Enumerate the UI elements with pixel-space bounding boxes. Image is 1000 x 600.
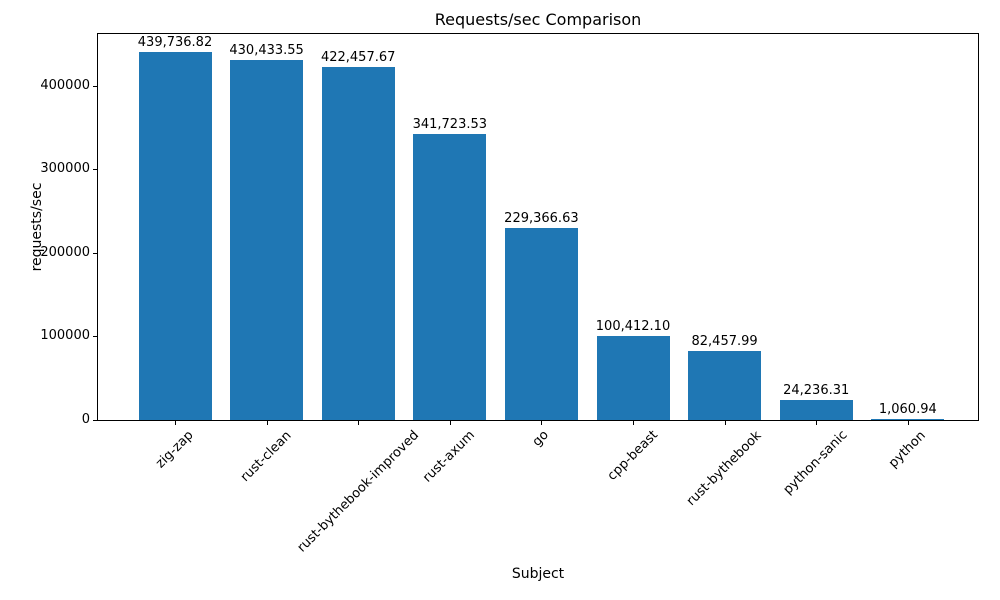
y-tick-mark [93,253,97,254]
x-tick-mark [725,421,726,425]
x-tick-label: cpp-beast [604,427,661,485]
y-tick-label: 100000 [40,328,90,343]
x-tick-mark [816,421,817,425]
bar-go [504,228,578,420]
bar-rust-clean [230,60,304,420]
bar-value-label: 1,060.94 [878,402,937,417]
bar-value-label: 422,457.67 [320,49,396,65]
bar-value-label: 341,723.53 [412,117,488,133]
x-tick-label: rust-bythebook [683,427,765,509]
y-tick-label: 200000 [40,245,90,260]
bar-value-label: 439,736.82 [137,35,213,51]
x-tick-label: python-sanic [780,428,851,498]
y-tick-label: 300000 [40,161,90,176]
y-tick-label: 0 [81,412,90,427]
bar-rust-bythebook [688,351,762,420]
y-tick-mark [93,336,97,337]
bar-value-label: 100,412.10 [595,319,671,335]
bar-rust-axum [413,134,487,420]
x-tick-label: zig-zap [153,427,197,472]
x-tick-mark [633,421,634,425]
bar-rust-bythebook-improved [321,66,395,420]
chart-title: Requests/sec Comparison [434,10,642,29]
y-tick-label: 400000 [40,78,90,93]
bar-zig-zap [138,52,212,420]
y-tick-mark [93,169,97,170]
bar-value-label: 24,236.31 [783,382,850,398]
bar-value-label: 82,457.99 [691,334,758,350]
x-tick-mark [175,421,176,425]
x-tick-mark [450,421,451,425]
y-tick-mark [93,86,97,87]
x-tick-mark [541,421,542,425]
bar-cpp-beast [596,336,670,420]
x-tick-mark [358,421,359,425]
x-tick-label: rust-axum [420,428,479,486]
x-tick-label: rust-clean [237,427,295,485]
x-tick-mark [267,421,268,425]
y-tick-mark [93,420,97,421]
bar-value-label: 430,433.55 [229,43,304,59]
x-tick-label: rust-bythebook-improved [294,427,422,556]
bar-python [871,419,945,420]
x-tick-label: python [886,427,930,471]
bar-value-label: 229,366.63 [504,211,579,227]
x-axis-label: Subject [511,566,565,582]
x-tick-label: go [530,427,553,450]
bar-python-sanic [779,399,853,420]
x-tick-mark [908,421,909,425]
